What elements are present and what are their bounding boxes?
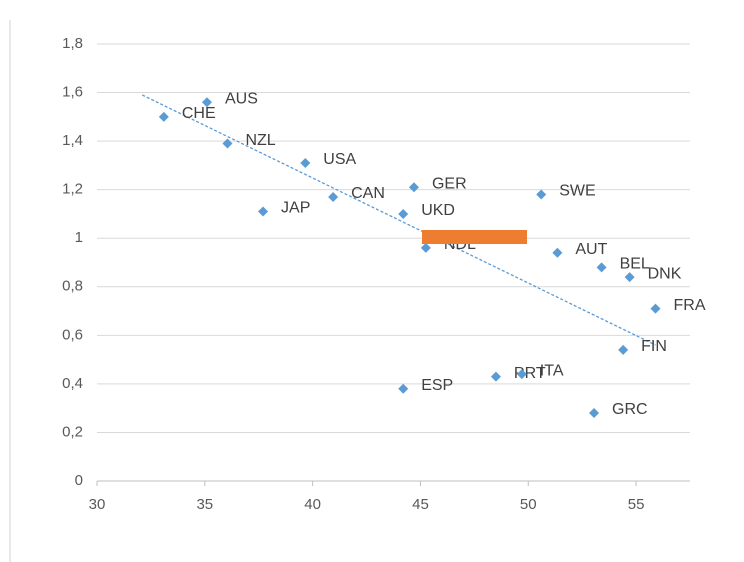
point-label: ESP (421, 377, 453, 394)
point-label: DNK (648, 265, 682, 282)
y-tick-label: 1,8 (62, 35, 83, 52)
y-tick-label: 0,6 (62, 326, 83, 343)
point (589, 408, 600, 419)
y-tick-label: 0,4 (62, 375, 83, 392)
point-label: USA (323, 151, 356, 168)
y-tick-label: 0,2 (62, 423, 83, 440)
x-tick-label: 55 (628, 496, 645, 513)
point (596, 262, 607, 273)
point (328, 191, 339, 202)
point (650, 303, 661, 314)
y-tick-label: 0 (75, 472, 83, 489)
point (516, 369, 527, 380)
point-label: SWE (559, 183, 595, 200)
point (408, 182, 419, 193)
point-label: CHE (182, 105, 216, 122)
x-tick-label: 50 (520, 496, 537, 513)
point (624, 272, 635, 283)
point-label: JAP (281, 200, 310, 217)
x-tick-label: 35 (196, 496, 213, 513)
trendline (141, 94, 656, 346)
point (300, 157, 311, 168)
point (552, 247, 563, 258)
point-label: UKD (421, 202, 455, 219)
point (201, 97, 212, 108)
point-label: FRA (673, 297, 705, 314)
y-tick-label: 0,8 (62, 278, 83, 295)
point (490, 371, 501, 382)
point-label: GER (432, 175, 467, 192)
point-label: GRC (612, 401, 648, 418)
x-tick-label: 40 (304, 496, 321, 513)
point-label: ITA (540, 362, 564, 379)
point (222, 138, 233, 149)
y-tick-label: 1,2 (62, 181, 83, 198)
point (420, 242, 431, 253)
point-label: AUT (575, 241, 607, 258)
y-tick-label: 1,4 (62, 132, 83, 149)
point-label: BEL (620, 256, 650, 273)
x-tick-label: 45 (412, 496, 429, 513)
grid: 0 0,2 0,4 0,6 0,8 1 1,2 1,4 1,6 1,8 30 35 40 45 50 55 (62, 35, 690, 513)
x-tick-label: 30 (89, 496, 106, 513)
point-label: CAN (351, 185, 385, 202)
y-tick-label: 1,6 (62, 84, 83, 101)
point-label: AUS (225, 90, 258, 107)
point (618, 344, 629, 355)
plot-area: CHEAUSNZLUSAJAPCANGERUKDNDLSWEAUTBELDNKF… (141, 90, 706, 419)
point-label: NZL (245, 132, 275, 149)
point (158, 111, 169, 122)
point-label: FIN (641, 338, 667, 355)
point (398, 208, 409, 219)
highlight-bar (422, 230, 527, 244)
point (398, 383, 409, 394)
point (536, 189, 547, 200)
y-tick-label: 1 (75, 229, 83, 246)
point (258, 206, 269, 217)
